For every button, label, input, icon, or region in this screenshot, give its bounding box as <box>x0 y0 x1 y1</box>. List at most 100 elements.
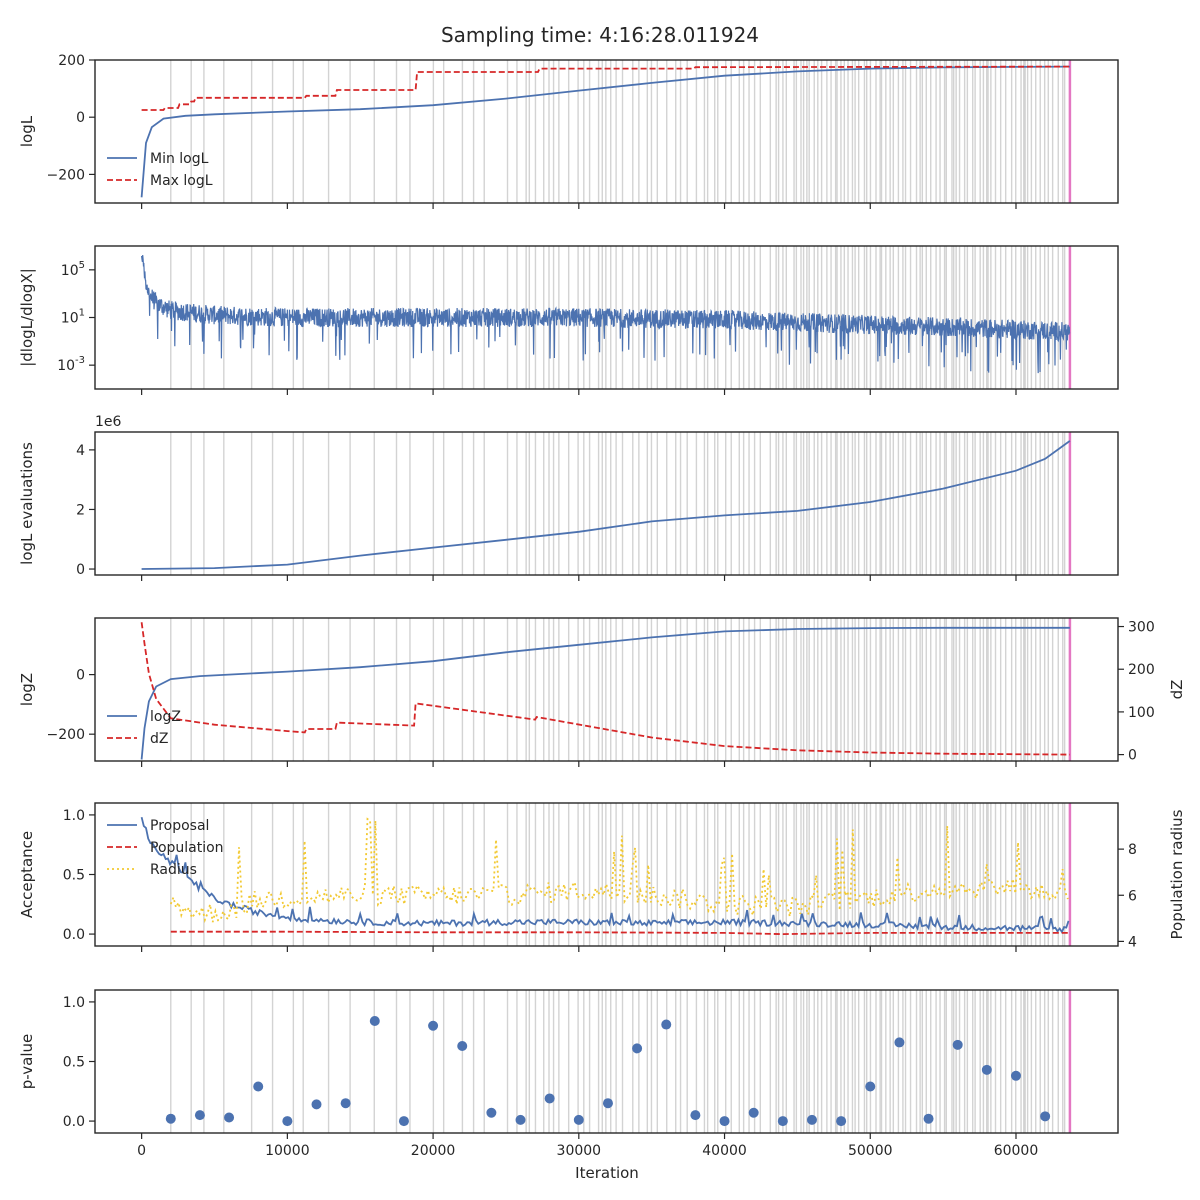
y-tick-label: 10-3 <box>57 355 85 374</box>
data-point <box>923 1113 934 1124</box>
data-point <box>690 1110 701 1121</box>
data-point <box>253 1081 264 1092</box>
data-point <box>894 1037 905 1048</box>
panel-4: 0 −200 300 200 100 0 dZ logZ logZ dZ <box>18 617 1186 767</box>
x-tick-label: 30000 <box>557 1143 602 1159</box>
panel-6: 0 10000 20000 30000 40000 50000 60000 1.0 0.5 0.0… <box>18 989 1119 1159</box>
x-tick-label: 40000 <box>702 1143 747 1159</box>
data-point <box>719 1116 730 1127</box>
y2-tick-label: 0 <box>1128 748 1137 764</box>
y-tick-label: 1.0 <box>63 995 85 1011</box>
series-dz <box>140 622 1070 756</box>
y-axis-label: Acceptance <box>18 831 36 918</box>
data-point <box>865 1081 876 1092</box>
data-point <box>369 1015 380 1026</box>
axes-frame <box>94 59 1119 204</box>
y-tick-label: 4 <box>76 443 85 459</box>
x-tick-label: 20000 <box>411 1143 456 1159</box>
data-point <box>398 1116 409 1127</box>
y-tick-label: 0 <box>76 562 85 578</box>
y-tick-label: 0.5 <box>63 868 85 884</box>
y-tick-exponent: -3 <box>75 355 85 366</box>
series-min-logl <box>140 65 1070 198</box>
y2-tick-label: 6 <box>1128 888 1137 904</box>
data-point <box>1010 1070 1021 1081</box>
data-point <box>661 1019 672 1030</box>
panel-5: 1.0 0.5 0.0 8 6 4 Population radius Acceptance P… <box>18 802 1186 952</box>
legend-entry: Proposal <box>150 818 209 834</box>
panel-3: 4 2 0 1e6 logL evaluations <box>18 414 1119 581</box>
data-point <box>952 1039 963 1050</box>
data-point <box>1040 1111 1051 1122</box>
plot-area <box>140 803 1072 946</box>
legend-entry: Max logL <box>150 173 213 189</box>
y-tick-label: 0.0 <box>63 1114 85 1130</box>
series-2-0 <box>141 254 1071 374</box>
panel-2: 105 101 10-3 |dlogL/dlogX| <box>18 245 1119 395</box>
data-point <box>282 1116 293 1127</box>
data-point <box>457 1041 468 1052</box>
data-point <box>428 1020 439 1031</box>
y-axis-label: |dlogL/dlogX| <box>18 268 36 367</box>
y2-axis-label: dZ <box>1168 680 1186 700</box>
data-point <box>806 1114 817 1125</box>
data-point <box>777 1116 788 1127</box>
y-axis-label: p-value <box>18 1034 36 1090</box>
data-point <box>544 1093 555 1104</box>
y-tick-label: 2 <box>76 502 85 518</box>
y2-tick-label: 200 <box>1128 662 1155 678</box>
data-point <box>632 1043 643 1054</box>
y-tick-label: 200 <box>58 53 85 69</box>
data-point <box>486 1107 497 1118</box>
legend-entry: logZ <box>150 709 181 725</box>
x-tick-label: 0 <box>137 1143 146 1159</box>
data-point <box>748 1107 759 1118</box>
plot-area <box>140 60 1072 203</box>
x-axis-label: Iteration <box>575 1164 639 1182</box>
y-tick-exponent: 5 <box>79 260 85 271</box>
plot-area <box>140 618 1072 761</box>
series-population <box>170 930 1070 936</box>
plot-area <box>141 432 1072 575</box>
figure-title: Sampling time: 4:16:28.011924 <box>441 23 759 47</box>
data-point <box>836 1116 847 1127</box>
data-point <box>515 1114 526 1125</box>
y-axis-label: logZ <box>18 673 36 706</box>
series-3-0 <box>141 440 1071 570</box>
data-point <box>573 1114 584 1125</box>
data-point <box>194 1110 205 1121</box>
y-tick-label: 0.0 <box>63 927 85 943</box>
series-proposal <box>140 816 1070 934</box>
data-point <box>602 1098 613 1109</box>
y-tick-label: 1.0 <box>63 808 85 824</box>
legend-entry: Min logL <box>150 151 209 167</box>
y2-tick-label: 8 <box>1128 842 1137 858</box>
data-point <box>311 1099 322 1110</box>
y-axis-label: logL <box>18 115 36 147</box>
data-point <box>224 1112 235 1123</box>
y-tick-label: −200 <box>47 727 85 743</box>
series-logz <box>140 626 1070 760</box>
y-tick-label: 0.5 <box>63 1055 85 1071</box>
data-point <box>340 1098 351 1109</box>
y2-axis-label: Population radius <box>1168 809 1186 939</box>
x-tick-label: 50000 <box>848 1143 893 1159</box>
data-point <box>981 1064 992 1075</box>
x-tick-label: 60000 <box>994 1143 1039 1159</box>
legend-entry: Population <box>150 840 224 856</box>
y-axis-label: logL evaluations <box>18 442 36 565</box>
x-tick-label: 10000 <box>265 1143 310 1159</box>
legend-entry: dZ <box>150 731 168 747</box>
y2-tick-label: 4 <box>1128 934 1137 950</box>
y2-tick-label: 100 <box>1128 705 1155 721</box>
y-offset-label: 1e6 <box>95 414 122 430</box>
y2-tick-label: 300 <box>1128 620 1155 636</box>
series-max-logl <box>141 65 1070 111</box>
plot-area <box>141 246 1072 389</box>
y-tick-label: 101 <box>61 308 85 327</box>
y-tick-label: 105 <box>61 260 85 279</box>
y-tick-exponent: 1 <box>79 308 85 319</box>
axes-frame <box>94 617 1119 762</box>
